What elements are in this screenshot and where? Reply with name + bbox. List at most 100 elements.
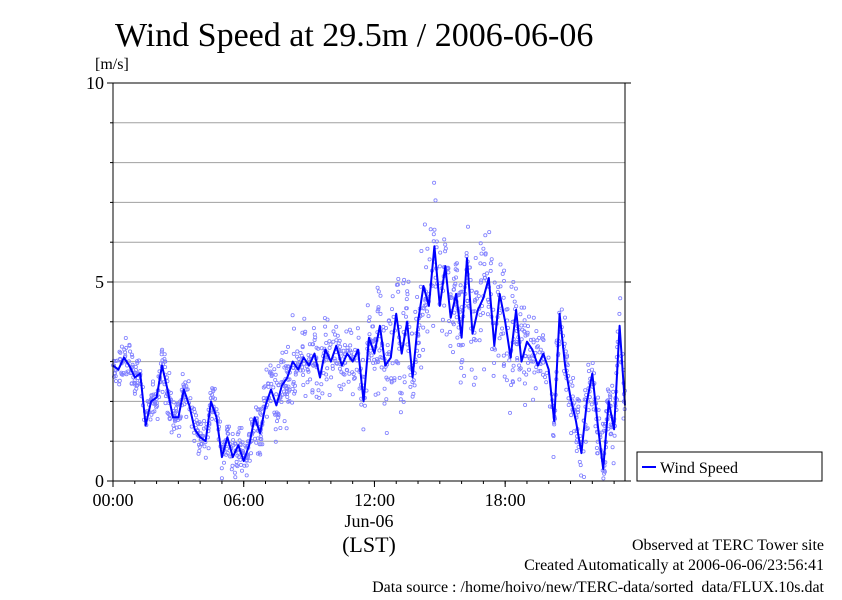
data-point bbox=[379, 365, 384, 370]
data-point bbox=[356, 335, 361, 340]
data-point bbox=[375, 309, 380, 314]
data-point bbox=[298, 368, 303, 373]
data-point bbox=[492, 347, 497, 352]
data-point bbox=[306, 369, 311, 374]
data-point bbox=[310, 388, 315, 393]
data-point bbox=[311, 342, 316, 347]
data-point bbox=[512, 299, 517, 304]
data-point bbox=[162, 359, 167, 364]
data-point bbox=[607, 393, 612, 398]
data-point bbox=[538, 368, 543, 373]
data-point bbox=[427, 257, 432, 262]
data-point bbox=[284, 349, 289, 354]
data-point bbox=[515, 356, 520, 361]
data-point bbox=[389, 330, 394, 335]
data-point bbox=[602, 469, 607, 474]
data-point bbox=[217, 419, 222, 424]
data-point bbox=[617, 311, 622, 316]
data-point bbox=[292, 389, 297, 394]
data-point bbox=[171, 423, 176, 428]
data-point bbox=[378, 311, 383, 316]
data-point bbox=[196, 451, 201, 456]
data-point bbox=[279, 360, 284, 365]
data-point bbox=[566, 402, 571, 407]
data-point bbox=[410, 394, 415, 399]
data-point bbox=[291, 326, 296, 331]
data-point bbox=[510, 293, 515, 298]
data-point bbox=[501, 278, 506, 283]
data-point bbox=[398, 390, 403, 395]
data-point bbox=[193, 413, 198, 418]
data-point bbox=[425, 246, 430, 251]
data-point bbox=[486, 304, 491, 309]
data-point bbox=[402, 277, 407, 282]
data-point bbox=[564, 387, 569, 392]
data-point bbox=[527, 367, 532, 372]
data-point bbox=[517, 377, 522, 382]
data-point bbox=[417, 353, 422, 358]
data-point bbox=[319, 382, 324, 387]
data-point bbox=[291, 351, 296, 356]
data-point bbox=[235, 432, 240, 437]
data-point bbox=[527, 314, 532, 319]
y-tick-label: 0 bbox=[95, 471, 104, 491]
data-point bbox=[133, 364, 138, 369]
data-point bbox=[210, 395, 215, 400]
data-point bbox=[541, 337, 546, 342]
data-point bbox=[330, 363, 335, 368]
data-point bbox=[403, 314, 408, 319]
data-point bbox=[447, 329, 452, 334]
data-point bbox=[165, 410, 170, 415]
data-point bbox=[346, 379, 351, 384]
data-point bbox=[488, 268, 493, 273]
data-point bbox=[258, 436, 263, 441]
data-point bbox=[130, 362, 135, 367]
data-point bbox=[331, 339, 336, 344]
x-tick-label: 18:00 bbox=[485, 490, 526, 510]
data-point bbox=[266, 381, 271, 386]
data-point bbox=[610, 445, 615, 450]
data-point bbox=[378, 355, 383, 360]
data-point bbox=[501, 353, 506, 358]
data-point bbox=[324, 340, 329, 345]
data-point bbox=[273, 377, 278, 382]
chart-title: Wind Speed at 29.5m / 2006-06-06 bbox=[115, 17, 593, 54]
data-point bbox=[174, 425, 179, 430]
data-point bbox=[481, 246, 486, 251]
data-point bbox=[501, 331, 506, 336]
data-point bbox=[323, 324, 328, 329]
data-point bbox=[302, 316, 307, 321]
data-point bbox=[169, 430, 174, 435]
data-point bbox=[376, 289, 381, 294]
data-point bbox=[424, 309, 429, 314]
data-point bbox=[396, 276, 401, 281]
data-point bbox=[606, 389, 611, 394]
data-point bbox=[301, 382, 306, 387]
data-point bbox=[254, 440, 259, 445]
data-point bbox=[290, 313, 295, 318]
data-point bbox=[286, 389, 291, 394]
data-point bbox=[563, 315, 568, 320]
data-point bbox=[586, 369, 591, 374]
data-point bbox=[173, 406, 178, 411]
data-point bbox=[423, 303, 428, 308]
data-point bbox=[324, 372, 329, 377]
data-point bbox=[276, 364, 281, 369]
data-point bbox=[349, 350, 354, 355]
data-point bbox=[500, 271, 505, 276]
data-point bbox=[515, 357, 520, 362]
data-point bbox=[155, 416, 160, 421]
footer-created: Created Automatically at 2006-06-06/23:5… bbox=[524, 557, 824, 574]
data-point bbox=[405, 289, 410, 294]
data-point bbox=[118, 350, 123, 355]
data-point bbox=[278, 425, 283, 430]
data-point bbox=[384, 430, 389, 435]
data-point bbox=[535, 344, 540, 349]
data-point bbox=[531, 315, 536, 320]
data-point bbox=[327, 392, 332, 397]
x-axis-label: (LST) bbox=[342, 532, 396, 557]
data-point bbox=[531, 359, 536, 364]
data-point bbox=[290, 400, 295, 405]
data-point bbox=[244, 463, 249, 468]
